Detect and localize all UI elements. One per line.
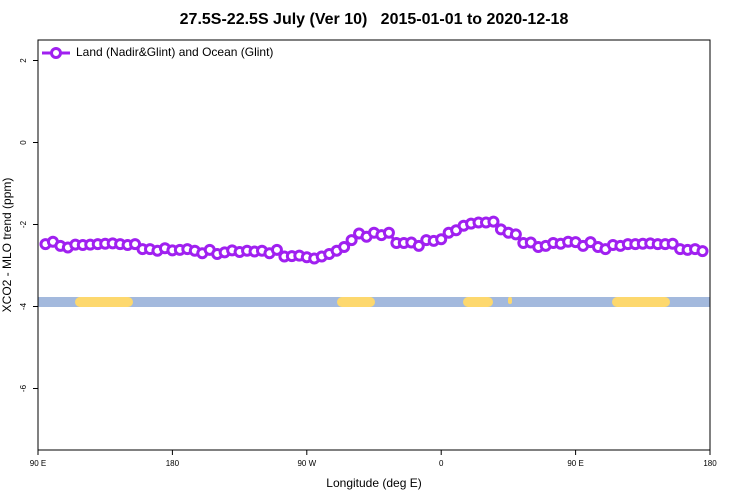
land-band [75, 297, 133, 307]
x-tick-label: 90 E [30, 459, 46, 468]
y-tick-label: -4 [19, 302, 28, 310]
x-tick-label: 180 [703, 459, 717, 468]
x-tick-label: 180 [166, 459, 180, 468]
y-tick-label: 2 [19, 58, 28, 63]
land-band [508, 297, 512, 304]
legend-label: Land (Nadir&Glint) and Ocean (Glint) [76, 45, 273, 59]
data-point [382, 226, 395, 239]
data-point [345, 234, 358, 247]
data-point [270, 243, 283, 256]
y-tick-label: -6 [19, 384, 28, 392]
data-point [487, 215, 500, 228]
legend-marker [50, 47, 62, 59]
y-tick-label: -2 [19, 220, 28, 228]
chart-title: 27.5S-22.5S July (Ver 10) 2015-01-01 to … [180, 11, 569, 28]
land-band [612, 297, 670, 307]
data-point [666, 237, 679, 250]
x-tick-label: 90 E [567, 459, 583, 468]
land-band [463, 297, 493, 307]
data-point [435, 233, 448, 246]
data-point [696, 245, 709, 258]
x-tick-label: 90 W [297, 459, 316, 468]
y-tick-label: 0 [19, 140, 28, 145]
plot-frame [37, 39, 711, 451]
land-ocean-mask [38, 297, 710, 307]
legend: Land (Nadir&Glint) and Ocean (Glint) [42, 45, 273, 59]
land-band [337, 297, 375, 307]
data-point [412, 239, 425, 252]
data-point [338, 241, 351, 254]
x-axis-label: Longitude (deg E) [326, 476, 421, 490]
data-point [509, 228, 522, 241]
y-axis-label: XCO2 - MLO trend (ppm) [0, 178, 14, 313]
x-tick-label: 0 [439, 459, 444, 468]
